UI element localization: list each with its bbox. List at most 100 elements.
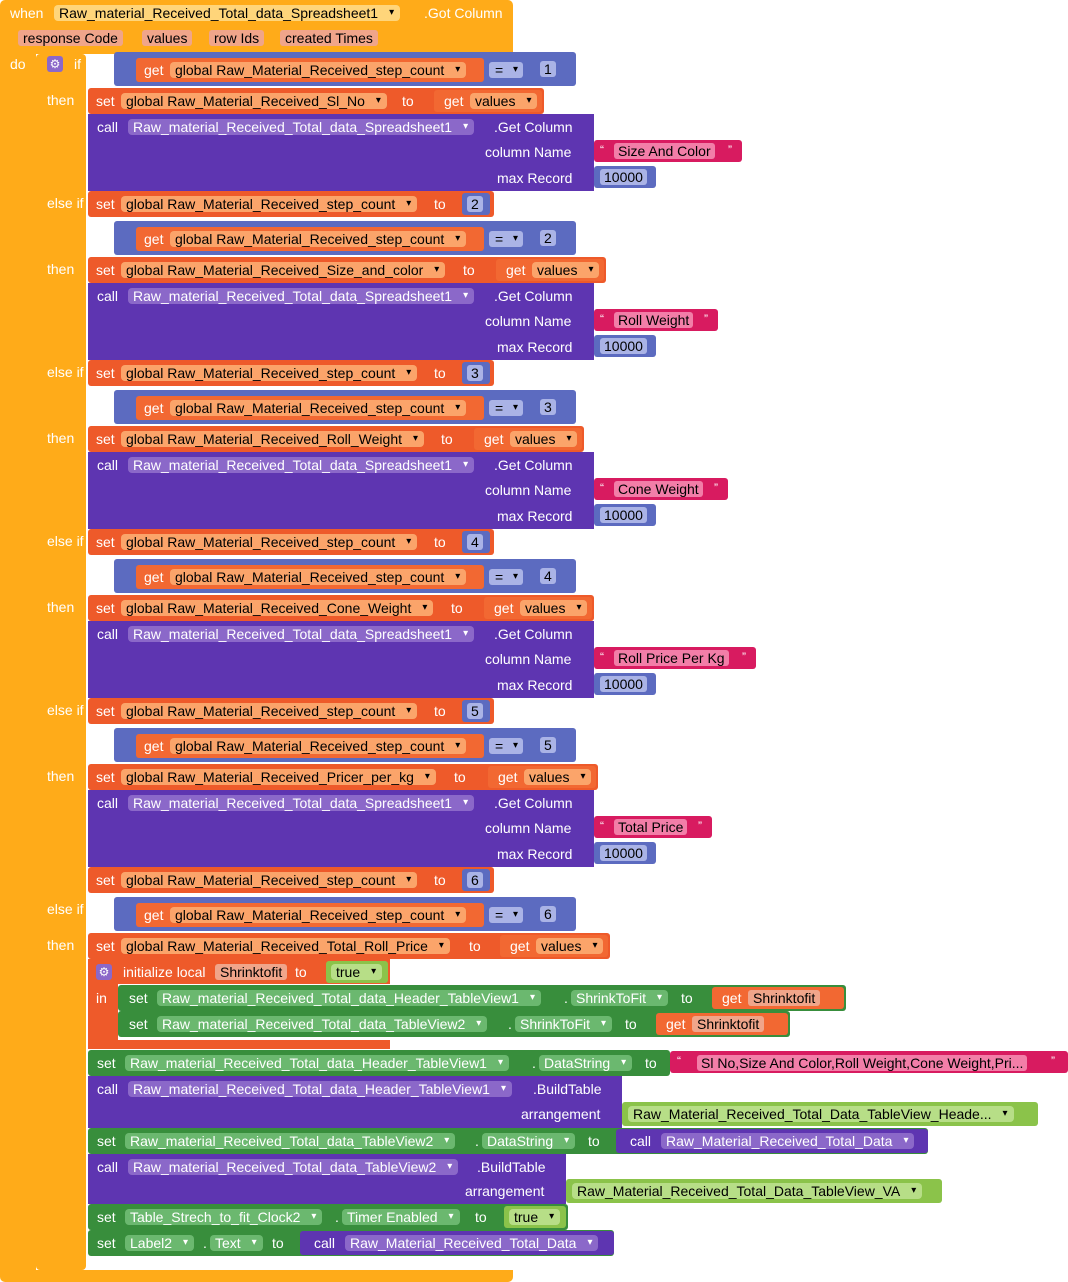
set-step-variable-dropdown[interactable]: global Raw_Material_Received_step_count [121, 534, 418, 550]
max-record-value[interactable]: 10000 [600, 169, 647, 185]
property-dropdown[interactable]: Text [210, 1235, 263, 1251]
get-values-dropdown[interactable]: values [536, 938, 604, 954]
step-number-value[interactable]: 2 [467, 196, 483, 212]
max-record-value[interactable]: 10000 [600, 507, 647, 523]
column-name-text[interactable]: Size And Color [614, 143, 715, 159]
number-value[interactable]: 1 [540, 61, 556, 77]
set-variable-dropdown[interactable]: global Raw_Material_Received_Total_Roll_… [121, 938, 450, 954]
true-dropdown[interactable]: true [331, 964, 383, 980]
max-record-value[interactable]: 10000 [600, 676, 647, 692]
number-value[interactable]: 4 [540, 568, 556, 584]
get-values-dropdown[interactable]: values [520, 600, 588, 616]
buildtable-method: .BuildTable [477, 1159, 546, 1175]
get-variable-dropdown[interactable]: global Raw_Material_Received_step_count [170, 62, 467, 78]
gear-icon[interactable]: ⚙ [96, 964, 112, 980]
step-number-value[interactable]: 6 [467, 872, 483, 888]
component-dropdown[interactable]: Raw_material_Received_Total_data_TableVi… [157, 1016, 488, 1032]
set-step-variable-dropdown[interactable]: global Raw_Material_Received_step_count [121, 365, 418, 381]
equals-dropdown[interactable]: = [489, 62, 523, 78]
component-dropdown[interactable]: Raw_material_Received_Total_data_TableVi… [125, 1133, 456, 1149]
column-name-text[interactable]: Cone Weight [614, 481, 703, 497]
component-dropdown[interactable]: Raw_material_Received_Total_data_Header_… [125, 1055, 509, 1071]
param-row-ids[interactable]: row Ids [209, 30, 265, 46]
arrangement-dropdown[interactable]: Raw_Material_Received_Total_Data_TableVi… [572, 1183, 923, 1199]
property-dropdown[interactable]: ShrinkToFit [571, 990, 669, 1006]
get-local-name[interactable]: Shrinktofit [748, 990, 821, 1006]
procedure-dropdown[interactable]: Raw_Material_Received_Total_Data [345, 1235, 599, 1251]
max-record-value[interactable]: 10000 [600, 338, 647, 354]
get-values-dropdown[interactable]: values [510, 431, 578, 447]
equals-dropdown[interactable]: = [489, 907, 523, 923]
procedure-dropdown[interactable]: Raw_Material_Received_Total_Data [661, 1133, 915, 1149]
arrangement-dropdown[interactable]: Raw_Material_Received_Total_Data_TableVi… [628, 1106, 1014, 1122]
get-keyword: get [144, 400, 164, 416]
dot-separator: . [475, 1133, 479, 1149]
get-keyword: get [144, 231, 164, 247]
column-name-text[interactable]: Roll Price Per Kg [614, 650, 729, 666]
column-name-text[interactable]: Total Price [614, 819, 688, 835]
number-value[interactable]: 6 [540, 906, 556, 922]
set-variable-dropdown[interactable]: global Raw_Material_Received_Size_and_co… [121, 262, 446, 278]
get-values-dropdown[interactable]: values [470, 93, 538, 109]
spreadsheet-component-dropdown[interactable]: Raw_material_Received_Total_data_Spreads… [128, 795, 475, 811]
column-name-text[interactable]: Roll Weight [614, 312, 694, 328]
set-step-variable-dropdown[interactable]: global Raw_Material_Received_step_count [121, 872, 418, 888]
number-value[interactable]: 2 [540, 230, 556, 246]
get-variable-dropdown[interactable]: global Raw_Material_Received_step_count [170, 231, 467, 247]
set-variable-dropdown[interactable]: global Raw_Material_Received_Cone_Weight [121, 600, 434, 616]
dot-separator: . [203, 1235, 207, 1251]
set-keyword: set [96, 93, 115, 109]
number-value[interactable]: 5 [540, 737, 556, 753]
param-response-code[interactable]: response Code [18, 30, 123, 46]
property-dropdown[interactable]: DataString [482, 1133, 576, 1149]
set-variable-dropdown[interactable]: global Raw_Material_Received_Pricer_per_… [121, 769, 436, 785]
number-value[interactable]: 3 [540, 399, 556, 415]
get-values-dropdown[interactable]: values [532, 262, 600, 278]
equals-dropdown[interactable]: = [489, 231, 523, 247]
param-created-times[interactable]: created Times [280, 30, 378, 46]
local-variable-name[interactable]: Shrinktofit [215, 964, 288, 980]
spreadsheet-component-dropdown[interactable]: Raw_material_Received_Total_data_Spreads… [128, 457, 475, 473]
spreadsheet-component-dropdown[interactable]: Raw_material_Received_Total_data_Spreads… [128, 119, 475, 135]
datastring-text[interactable]: Sl No,Size And Color,Roll Weight,Cone We… [697, 1055, 1028, 1071]
step-number-value[interactable]: 5 [467, 703, 483, 719]
set-step-variable-dropdown[interactable]: global Raw_Material_Received_step_count [121, 196, 418, 212]
then-keyword: then [47, 261, 75, 277]
set-variable-dropdown[interactable]: global Raw_Material_Received_Sl_No [121, 93, 387, 109]
component-dropdown[interactable]: Label2 [125, 1235, 195, 1251]
step-number-value[interactable]: 3 [467, 365, 483, 381]
spreadsheet-component-dropdown[interactable]: Raw_material_Received_Total_data_Spreads… [128, 626, 475, 642]
equals-dropdown[interactable]: = [489, 400, 523, 416]
component-dropdown[interactable]: Table_Strech_to_fit_Clock2 [125, 1209, 323, 1225]
get-variable-dropdown[interactable]: global Raw_Material_Received_step_count [170, 738, 467, 754]
close-quote: ” [698, 819, 702, 833]
get-variable-dropdown[interactable]: global Raw_Material_Received_step_count [170, 569, 467, 585]
equals-dropdown[interactable]: = [489, 569, 523, 585]
else-if-keyword: else if [47, 364, 84, 380]
get-local-name[interactable]: Shrinktofit [692, 1016, 765, 1032]
gear-icon[interactable]: ⚙ [47, 56, 63, 72]
column-name-label: column Name [485, 313, 572, 329]
event-component-dropdown[interactable]: Raw_material_Received_Total_data_Spreads… [54, 5, 401, 21]
property-dropdown[interactable]: ShrinkToFit [515, 1016, 613, 1032]
max-record-value[interactable]: 10000 [600, 845, 647, 861]
component-dropdown[interactable]: Raw_material_Received_Total_data_Header_… [157, 990, 541, 1006]
tableview-component-dropdown[interactable]: Raw_material_Received_Total_data_Header_… [128, 1081, 512, 1097]
property-dropdown[interactable]: DataString [539, 1055, 633, 1071]
get-keyword: get [144, 569, 164, 585]
spreadsheet-component-dropdown[interactable]: Raw_material_Received_Total_data_Spreads… [128, 288, 475, 304]
get-values-dropdown[interactable]: values [524, 769, 592, 785]
param-values[interactable]: values [142, 30, 193, 46]
get-variable-dropdown[interactable]: global Raw_Material_Received_step_count [170, 400, 467, 416]
set-keyword: set [97, 1235, 116, 1251]
equals-dropdown[interactable]: = [489, 738, 523, 754]
property-dropdown[interactable]: Timer Enabled [342, 1209, 460, 1225]
if-block[interactable] [36, 54, 86, 1270]
set-step-variable-dropdown[interactable]: global Raw_Material_Received_step_count [121, 703, 418, 719]
step-number-value[interactable]: 4 [467, 534, 483, 550]
true-dropdown[interactable]: true [509, 1209, 561, 1225]
get-variable-dropdown[interactable]: global Raw_Material_Received_step_count [170, 907, 467, 923]
set-variable-dropdown[interactable]: global Raw_Material_Received_Roll_Weight [121, 431, 425, 447]
max-record-label: max Record [497, 677, 573, 693]
tableview-component-dropdown[interactable]: Raw_material_Received_Total_data_TableVi… [128, 1159, 459, 1175]
